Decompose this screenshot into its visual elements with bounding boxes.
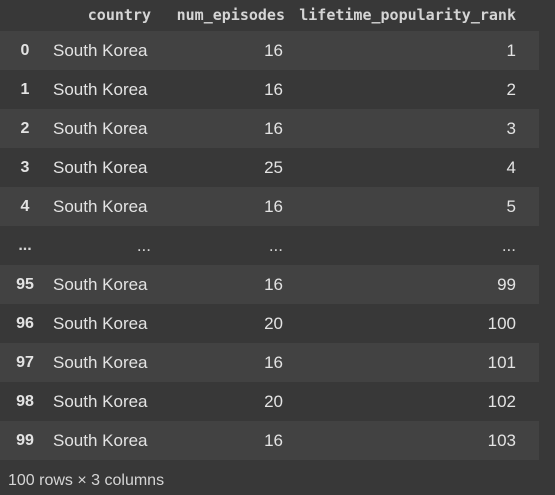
column-header-num-episodes: num_episodes: [176, 5, 285, 24]
cell-num-episodes: 16: [264, 430, 283, 450]
row-index: 99: [16, 431, 34, 449]
row-index: 96: [16, 314, 34, 332]
cell-lifetime-popularity-rank: 99: [497, 274, 516, 294]
table-row: 1 South Korea 16 2: [0, 70, 539, 109]
table-row: 2 South Korea 16 3: [0, 109, 539, 148]
row-index: ...: [18, 236, 32, 254]
cell-num-episodes: ...: [268, 235, 283, 255]
table-row-ellipsis: ... ... ... ...: [0, 226, 539, 265]
cell-country: South Korea: [53, 157, 148, 177]
row-index: 1: [20, 80, 30, 98]
column-header-lifetime-popularity-rank: lifetime_popularity_rank: [299, 5, 516, 24]
cell-country: South Korea: [53, 118, 148, 138]
row-index: 3: [20, 158, 30, 176]
cell-num-episodes: 16: [264, 352, 283, 372]
row-index: 2: [20, 119, 30, 137]
cell-lifetime-popularity-rank: 1: [506, 40, 516, 60]
row-index: 0: [20, 41, 30, 59]
dataframe-table: country num_episodes lifetime_popularity…: [0, 0, 539, 460]
table-row: 99 South Korea 16 103: [0, 421, 539, 460]
row-index: 98: [16, 392, 34, 410]
cell-lifetime-popularity-rank: 101: [487, 352, 516, 372]
cell-country: South Korea: [53, 313, 148, 333]
row-index: 95: [16, 275, 34, 293]
cell-country: South Korea: [53, 430, 148, 450]
table-row: 98 South Korea 20 102: [0, 382, 539, 421]
cell-num-episodes: 16: [264, 79, 283, 99]
cell-lifetime-popularity-rank: 2: [506, 79, 516, 99]
cell-num-episodes: 25: [264, 157, 283, 177]
cell-country: South Korea: [53, 40, 148, 60]
row-index: 4: [20, 197, 30, 215]
table-row: 97 South Korea 16 101: [0, 343, 539, 382]
cell-country: ...: [136, 235, 151, 255]
row-index: 97: [16, 353, 34, 371]
cell-lifetime-popularity-rank: 100: [487, 313, 516, 333]
cell-country: South Korea: [53, 196, 148, 216]
table-row: 0 South Korea 16 1: [0, 31, 539, 70]
cell-lifetime-popularity-rank: 3: [506, 118, 516, 138]
cell-country: South Korea: [53, 391, 148, 411]
table-row: 95 South Korea 16 99: [0, 265, 539, 304]
cell-lifetime-popularity-rank: 4: [506, 157, 516, 177]
cell-num-episodes: 16: [264, 274, 283, 294]
cell-lifetime-popularity-rank: 103: [487, 430, 516, 450]
column-header-country: country: [87, 5, 151, 24]
cell-country: South Korea: [53, 274, 148, 294]
index-header: [0, 0, 42, 31]
dataframe-shape-summary: 100 rows × 3 columns: [8, 472, 165, 489]
cell-country: South Korea: [53, 79, 148, 99]
table-row: 3 South Korea 25 4: [0, 148, 539, 187]
cell-num-episodes: 16: [264, 40, 283, 60]
cell-num-episodes: 20: [264, 391, 283, 411]
table-row: 4 South Korea 16 5: [0, 187, 539, 226]
table-row: 96 South Korea 20 100: [0, 304, 539, 343]
cell-num-episodes: 16: [264, 118, 283, 138]
header-row: country num_episodes lifetime_popularity…: [0, 0, 539, 31]
cell-lifetime-popularity-rank: ...: [501, 235, 516, 255]
cell-num-episodes: 20: [264, 313, 283, 333]
cell-lifetime-popularity-rank: 102: [487, 391, 516, 411]
cell-country: South Korea: [53, 352, 148, 372]
cell-num-episodes: 16: [264, 196, 283, 216]
cell-lifetime-popularity-rank: 5: [506, 196, 516, 216]
